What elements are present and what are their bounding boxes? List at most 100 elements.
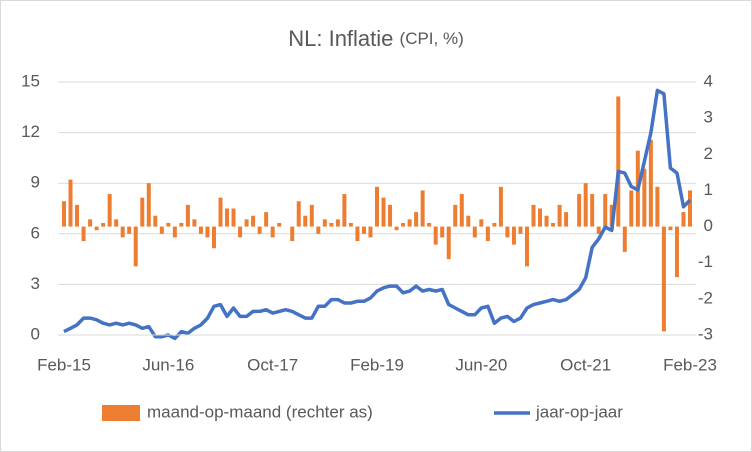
y-tick-label: 6 [31, 223, 40, 242]
y2-tick-label: 2 [704, 144, 713, 163]
bar [498, 186, 503, 227]
bar [681, 212, 686, 227]
bar [361, 226, 366, 234]
bar [674, 226, 679, 278]
x-tick-label: Jun-16 [142, 355, 194, 374]
bar [211, 226, 216, 249]
bar [335, 219, 340, 227]
bar [616, 96, 621, 227]
bar [303, 215, 308, 227]
bar [420, 190, 425, 227]
bar [655, 186, 660, 227]
bar [101, 222, 106, 227]
bar [107, 194, 112, 227]
bar [557, 204, 562, 227]
bar [492, 222, 497, 227]
bar [668, 226, 673, 231]
bar [440, 226, 445, 238]
bar [342, 194, 347, 227]
bar [459, 194, 464, 227]
bar [231, 208, 236, 227]
bar [322, 219, 327, 227]
bar [309, 204, 314, 227]
bar [146, 183, 151, 227]
bar [551, 222, 556, 227]
bar [524, 226, 529, 267]
x-tick-label: Oct-17 [247, 355, 298, 374]
bar [94, 226, 99, 231]
bar [114, 219, 119, 227]
bar [538, 208, 543, 227]
y2-tick-label: -2 [698, 288, 713, 307]
bar [622, 226, 627, 252]
bar [218, 197, 223, 227]
y-tick-label: 15 [21, 71, 40, 90]
bar [140, 197, 145, 227]
bar [603, 194, 608, 227]
bar [368, 226, 373, 238]
bar [414, 212, 419, 227]
y2-tick-label: 3 [704, 108, 713, 127]
title-sub: (CPI, %) [400, 29, 464, 48]
y-tick-label: 3 [31, 274, 40, 293]
bar [264, 212, 269, 227]
bar [290, 226, 295, 242]
bar [166, 222, 171, 227]
bar [192, 219, 197, 227]
x-tick-label: Jun-20 [455, 355, 507, 374]
bar [472, 226, 477, 238]
legend-label: maand-op-maand (rechter as) [147, 402, 373, 421]
bar [590, 194, 595, 227]
bar [179, 222, 184, 227]
bar [648, 139, 653, 227]
x-tick-label: Feb-19 [350, 355, 404, 374]
bar [251, 215, 256, 227]
bar [127, 226, 132, 234]
bar [544, 215, 549, 227]
bar [172, 226, 177, 238]
bar [81, 226, 86, 242]
y-tick-label: 12 [21, 122, 40, 141]
bar [446, 226, 451, 260]
bar [375, 186, 379, 227]
bar [205, 226, 210, 238]
bar [688, 190, 692, 227]
bar [394, 226, 399, 231]
bar [238, 226, 243, 238]
y2-tick-label: 0 [704, 216, 713, 235]
bar [642, 168, 647, 227]
y-tick-label: 0 [31, 324, 40, 343]
y2-tick-label: -3 [698, 324, 713, 343]
bar [511, 226, 516, 245]
bar [225, 208, 230, 227]
bar [407, 219, 412, 227]
bar [133, 226, 138, 267]
legend-swatch [102, 405, 140, 421]
y2-tick-label: 4 [704, 71, 713, 90]
bar [316, 226, 321, 234]
bar [629, 190, 634, 227]
y2-tick-label: -1 [698, 252, 713, 271]
bar [661, 226, 666, 332]
x-tick-label: Oct-21 [560, 355, 611, 374]
bar [388, 204, 393, 227]
bar [185, 204, 190, 227]
bar [427, 222, 432, 227]
title-main: NL: Inflatie [288, 26, 393, 51]
bar [277, 222, 282, 227]
y-tick-label: 9 [31, 173, 40, 192]
bar [479, 219, 484, 227]
x-tick-label: Feb-15 [37, 355, 91, 374]
bar [88, 219, 93, 227]
bar [244, 219, 249, 227]
bar [153, 215, 158, 227]
bar [381, 197, 386, 227]
bar [68, 179, 73, 227]
bar [348, 222, 353, 227]
bar [485, 226, 490, 242]
bar [270, 226, 275, 238]
bar [355, 226, 360, 242]
bar [62, 201, 66, 227]
